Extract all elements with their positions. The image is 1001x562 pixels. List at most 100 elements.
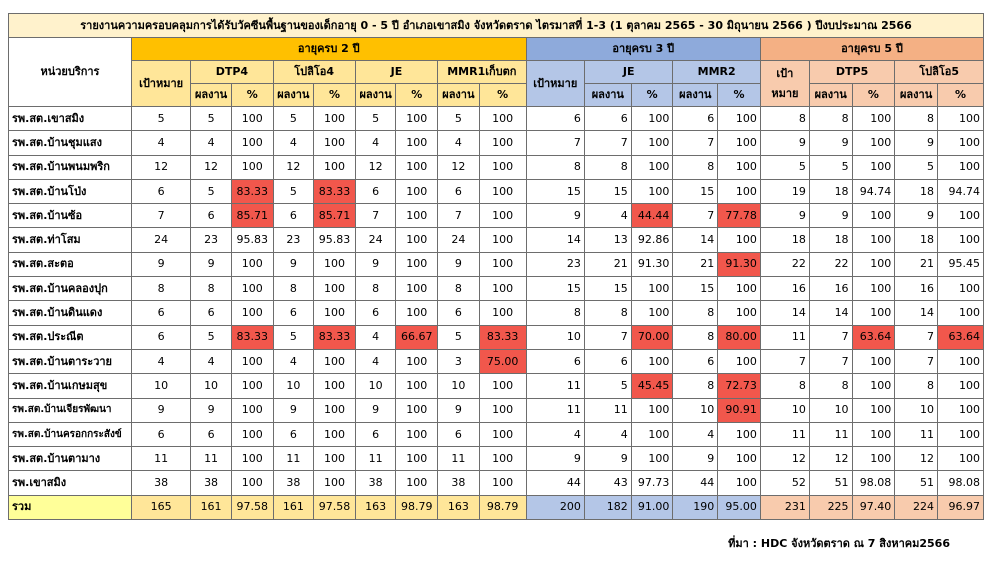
value-cell: 9: [190, 251, 232, 278]
value-cell: 8: [130, 276, 192, 302]
value-cell: 5: [437, 324, 480, 350]
value-cell: 200: [525, 494, 585, 520]
value-cell: 91.30: [717, 251, 761, 278]
value-cell: 100: [630, 348, 674, 375]
value-cell: 44: [525, 470, 585, 496]
value-cell: 19: [759, 178, 810, 205]
value-cell: 66.67: [395, 324, 439, 350]
value-cell: 100: [230, 251, 274, 278]
value-cell: 8: [583, 300, 632, 326]
table-row: รพ.สต.เขาสมิง 5 5 100 5 100 5 100 5 100 6 6 100 6 100 8…: [8, 105, 985, 132]
value-cell: 95.45: [936, 251, 985, 278]
value-cell: 224: [894, 494, 938, 520]
value-cell: 21: [894, 251, 938, 278]
value-cell: 100: [230, 154, 274, 180]
value-cell: 12: [437, 154, 480, 180]
value-cell: 44.44: [630, 203, 674, 229]
total-label: รวม: [8, 494, 132, 520]
value-cell: 8: [672, 300, 719, 326]
percent-header: %: [851, 83, 896, 107]
value-cell: 6: [672, 348, 719, 375]
value-cell: 11: [525, 397, 585, 423]
table-row: รพ.สต.บ้านครอกกระสังข์ 6 6 100 6 100 6 100 6 100 4…: [8, 421, 985, 448]
value-cell: 38: [130, 470, 192, 496]
table-row: รพ.สต.ท่าโสม 24 23 95.83 23 95.83 24 100 24 100 14…: [8, 227, 985, 253]
value-cell: 100: [936, 154, 985, 180]
value-cell: 10: [894, 397, 938, 423]
result-header: ผลงาน: [190, 83, 232, 107]
value-cell: 100: [313, 105, 356, 132]
value-cell: 100: [717, 105, 761, 132]
value-cell: 63.64: [936, 324, 985, 350]
value-cell: 11: [272, 446, 315, 472]
value-cell: 97.40: [851, 494, 896, 520]
unit-name: รพ.สต.บ้านชุมแสง: [8, 130, 132, 156]
value-cell: 100: [313, 397, 356, 423]
value-cell: 6: [583, 348, 632, 375]
value-cell: 22: [759, 251, 810, 278]
value-cell: 100: [313, 130, 356, 156]
value-cell: 8: [808, 105, 853, 132]
value-cell: 18: [808, 227, 853, 253]
value-cell: 100: [717, 276, 761, 302]
value-cell: 7: [525, 130, 585, 156]
value-cell: 100: [395, 373, 439, 399]
table-row: รพ.สต.บ้านซ้อ 7 6 85.71 6 85.71 7 100 7 100 9 4 44.4…: [8, 203, 985, 229]
value-cell: 97.58: [313, 494, 356, 520]
value-cell: 100: [936, 421, 985, 448]
value-cell: 100: [478, 421, 527, 448]
value-cell: 6: [354, 421, 397, 448]
value-cell: 225: [808, 494, 853, 520]
value-cell: 15: [672, 276, 719, 302]
value-cell: 100: [478, 105, 527, 132]
age5-group-header: อายุครบ 5 ปี: [759, 37, 985, 61]
unit-name: รพ.สต.บ้านครอกกระสังข์: [8, 421, 132, 448]
vaccine-polio4-header: โปลิโอ4: [272, 60, 356, 84]
value-cell: 12: [894, 446, 938, 472]
value-cell: 100: [478, 154, 527, 180]
value-cell: 97.58: [230, 494, 274, 520]
value-cell: 12: [130, 154, 192, 180]
value-cell: 5: [759, 154, 810, 180]
vaccine-dtp5-header: DTP5: [808, 60, 896, 84]
value-cell: 7: [808, 348, 853, 375]
unit-name: รพ.สต.บ้านพนมพริก: [8, 154, 132, 180]
value-cell: 15: [525, 178, 585, 205]
value-cell: 100: [717, 470, 761, 496]
value-cell: 100: [717, 227, 761, 253]
value-cell: 100: [478, 470, 527, 496]
value-cell: 38: [437, 470, 480, 496]
value-cell: 4: [130, 130, 192, 156]
value-cell: 43: [583, 470, 632, 496]
value-cell: 6: [190, 421, 232, 448]
value-cell: 100: [395, 470, 439, 496]
value-cell: 100: [936, 276, 985, 302]
value-cell: 165: [130, 494, 192, 520]
value-cell: 231: [759, 494, 810, 520]
value-cell: 6: [130, 421, 192, 448]
value-cell: 5: [354, 105, 397, 132]
value-cell: 21: [583, 251, 632, 278]
value-cell: 3: [437, 348, 480, 375]
value-cell: 77.78: [717, 203, 761, 229]
value-cell: 85.71: [313, 203, 356, 229]
table-row: รพ.สต.บ้านตามาง 11 11 100 11 100 11 100 11 100 9 9 1…: [8, 446, 985, 472]
unit-name: รพ.เขาสมิง: [8, 470, 132, 496]
total-row: รวม 165 161 97.58 161 97.58 163 98.79 163 98.79 20…: [8, 494, 985, 520]
value-cell: 9: [808, 130, 853, 156]
value-cell: 6: [354, 178, 397, 205]
value-cell: 5: [272, 178, 315, 205]
value-cell: 14: [672, 227, 719, 253]
value-cell: 100: [478, 251, 527, 278]
vaccine-polio5-header: โปลิโอ5: [894, 60, 984, 84]
unit-header: หน่วยบริการ: [8, 37, 132, 107]
value-cell: 9: [759, 130, 810, 156]
value-cell: 9: [894, 203, 938, 229]
value-cell: 100: [313, 154, 356, 180]
value-cell: 9: [437, 397, 480, 423]
value-cell: 100: [478, 373, 527, 399]
value-cell: 100: [630, 130, 674, 156]
value-cell: 7: [894, 324, 938, 350]
value-cell: 100: [230, 300, 274, 326]
value-cell: 5: [190, 324, 232, 350]
